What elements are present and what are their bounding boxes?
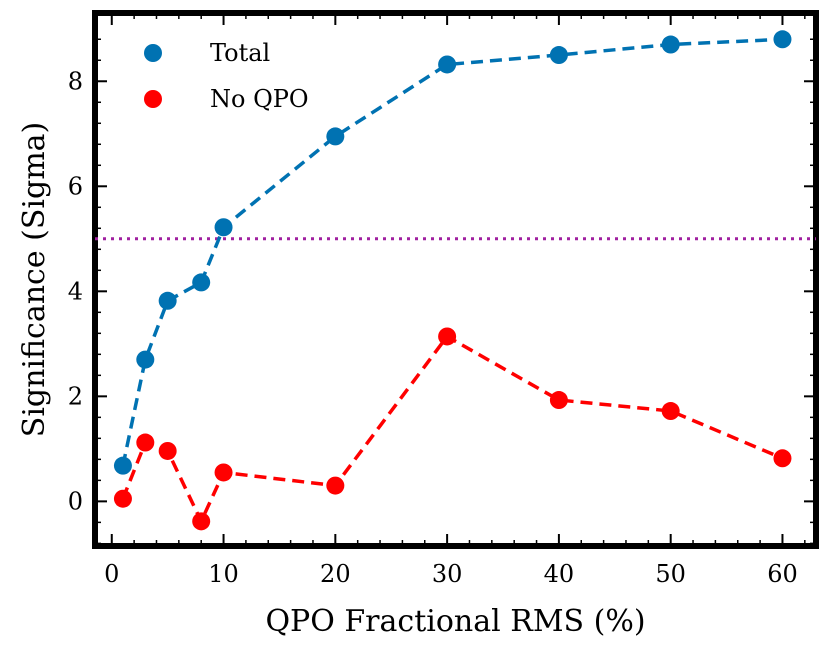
data-point-no-qpo <box>438 327 457 346</box>
data-point-total <box>326 127 345 146</box>
series-line-total <box>121 37 783 467</box>
x-axis-label: QPO Fractional RMS (%) <box>265 604 645 639</box>
legend-label-no-qpo: No QPO <box>210 85 309 113</box>
data-point-no-qpo <box>113 489 132 508</box>
data-point-no-qpo <box>326 476 345 495</box>
ticks-layer: 0 10 20 30 40 50 60 0 2 4 6 8 <box>68 13 816 588</box>
data-point-total <box>214 218 233 237</box>
data-point-total <box>549 46 568 65</box>
series-layer <box>113 30 792 531</box>
data-point-no-qpo <box>773 449 792 468</box>
x-tick-label: 60 <box>767 560 798 588</box>
y-tick-label: 0 <box>68 487 83 515</box>
data-point-no-qpo <box>136 433 155 452</box>
data-point-no-qpo <box>192 512 211 531</box>
y-tick-label: 2 <box>68 382 83 410</box>
data-point-total <box>661 35 680 54</box>
data-point-no-qpo <box>158 441 177 460</box>
x-tick-label: 20 <box>320 560 351 588</box>
y-tick-label: 6 <box>68 172 83 200</box>
legend-marker-total <box>144 44 162 62</box>
x-tick-label: 10 <box>208 560 239 588</box>
legend-label-total: Total <box>210 39 270 67</box>
series-total <box>113 30 792 475</box>
data-point-no-qpo <box>214 463 233 482</box>
data-point-no-qpo <box>661 402 680 421</box>
data-point-total <box>438 55 457 74</box>
data-point-total <box>192 273 211 292</box>
legend: Total No QPO <box>144 39 309 113</box>
data-point-no-qpo <box>549 391 568 410</box>
data-point-total <box>158 291 177 310</box>
series-no-qpo <box>113 327 792 531</box>
legend-marker-no-qpo <box>144 90 162 108</box>
data-point-total <box>773 30 792 49</box>
x-tick-label: 50 <box>655 560 686 588</box>
data-point-total <box>136 350 155 369</box>
x-tick-label: 30 <box>432 560 463 588</box>
x-tick-label: 0 <box>104 560 119 588</box>
x-tick-label: 40 <box>544 560 575 588</box>
series-line-no-qpo <box>121 334 784 524</box>
plot-frame <box>92 10 819 549</box>
y-axis-label: Significance (Sigma) <box>17 122 52 437</box>
y-tick-label: 8 <box>68 67 83 95</box>
data-point-total <box>113 456 132 475</box>
y-tick-label: 4 <box>68 277 83 305</box>
